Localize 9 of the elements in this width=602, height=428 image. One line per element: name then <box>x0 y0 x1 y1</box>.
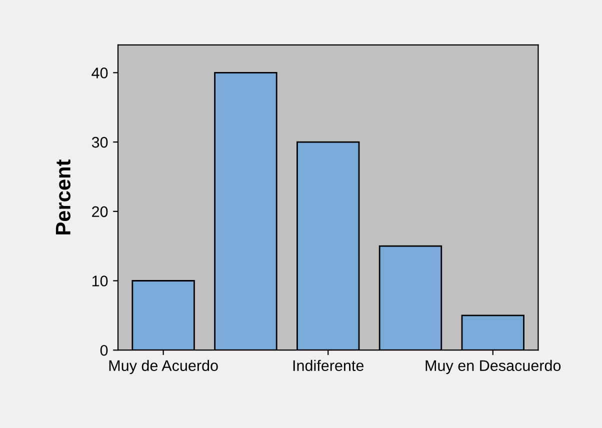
y-tick-label: 10 <box>92 276 108 286</box>
y-tick-label: 20 <box>92 206 108 218</box>
y-axis-title: Percent <box>56 160 70 234</box>
x-tick-label: Indiferente <box>293 360 364 372</box>
y-tick-label: 30 <box>92 136 108 148</box>
y-tick-label: 40 <box>92 68 108 78</box>
y-tick-label: 0 <box>100 344 108 356</box>
x-tick-label: Muy de Acuerdo <box>109 360 218 374</box>
x-tick-label: Muy en Desacuerdo <box>426 360 561 374</box>
